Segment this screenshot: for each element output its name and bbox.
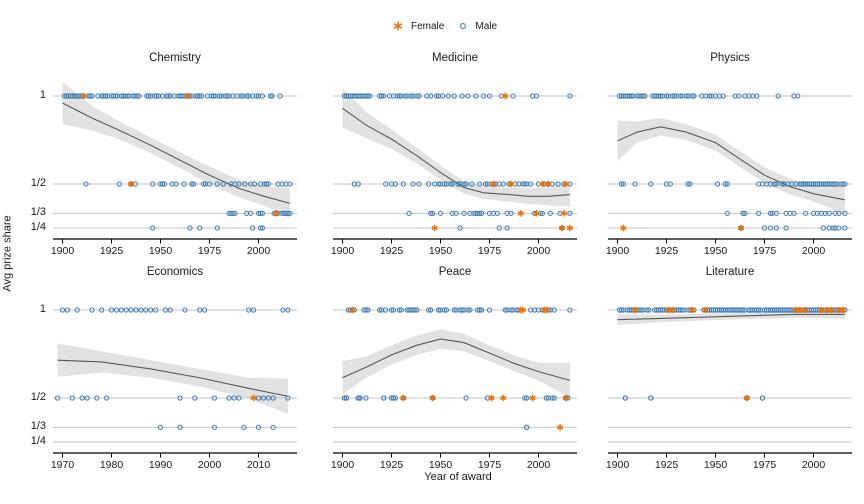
y-tick-label: 1/4: [30, 221, 46, 233]
x-tick-label: 1900: [51, 245, 75, 257]
x-tick-label: 1900: [606, 245, 630, 257]
female-points: [431, 92, 574, 232]
confidence-band: [342, 329, 570, 398]
legend: Female Male: [392, 20, 497, 32]
panel-peace: 1900 1925 1950 1975 2000 Peace: [331, 266, 577, 471]
x-tick-label: 1950: [704, 459, 728, 471]
female-asterisk-icon: [393, 21, 403, 31]
y-tick-label: 1/3: [30, 206, 46, 219]
female-points: [250, 394, 257, 402]
x-tick-label: 1925: [380, 459, 404, 471]
panel-medicine: 1900 1925 1950 1975 2000 Medicine: [331, 52, 577, 257]
panel-title: Economics: [147, 266, 203, 278]
panel-title: Literature: [706, 266, 755, 278]
x-tick-label: 1900: [331, 245, 355, 257]
x-tick-label: 1925: [100, 245, 124, 257]
x-tick-label: 1900: [331, 459, 355, 471]
x-tick-label: 1925: [380, 245, 404, 257]
trend-line: [57, 359, 289, 397]
male-points: [61, 93, 293, 231]
x-tick-label: 1925: [655, 245, 679, 257]
x-tick-label: 2000: [527, 245, 551, 257]
panel-physics: 1900 1925 1950 1975 2000 Physics: [606, 52, 852, 257]
confidence-band: [342, 88, 570, 207]
legend-label-male: Male: [475, 20, 498, 32]
legend-label-female: Female: [411, 20, 445, 32]
x-tick-label: 1990: [149, 459, 173, 471]
x-tick-label: 2010: [247, 459, 271, 471]
panel-title: Peace: [439, 266, 472, 278]
x-tick-label: 1975: [478, 459, 502, 471]
x-tick-label: 1980: [100, 459, 124, 471]
x-tick-label: 2000: [802, 459, 826, 471]
trend-line: [617, 126, 845, 201]
female-points: [631, 306, 847, 402]
x-tick-label: 1950: [429, 459, 453, 471]
confidence-band: [617, 309, 845, 325]
x-tick-label: 1975: [753, 245, 777, 257]
confidence-band: [57, 343, 288, 414]
panel-title: Medicine: [432, 52, 478, 64]
panel-economics: 1970 1980 1990 2000 2010 Economics: [51, 266, 297, 471]
male-points: [341, 307, 573, 430]
x-tick-label: 1950: [429, 245, 453, 257]
y-tick-label: 1/3: [30, 420, 46, 433]
x-tick-label: 2000: [198, 459, 222, 471]
legend-item-female: Female: [392, 20, 444, 32]
x-tick-label: 1975: [478, 245, 502, 257]
y-tick-label: 1: [39, 303, 46, 315]
x-tick-label: 1970: [51, 459, 75, 471]
female-points: [80, 92, 280, 217]
male-points: [616, 93, 848, 231]
x-tick-label: 1950: [149, 245, 173, 257]
male-points: [55, 307, 291, 430]
panel-chemistry: 1900 1925 1950 1975 2000 Chemistry: [51, 52, 297, 257]
trend-line: [62, 102, 291, 204]
male-points: [341, 93, 573, 231]
male-circle-icon: [460, 23, 467, 29]
legend-item-male: Male: [458, 21, 497, 32]
female-points: [620, 224, 745, 232]
x-axis-title: Year of award: [424, 471, 492, 483]
trend-line: [342, 107, 570, 197]
x-tick-label: 2000: [527, 459, 551, 471]
x-tick-label: 2000: [247, 245, 271, 257]
x-tick-label: 1975: [753, 459, 777, 471]
y-tick-label: 1/4: [30, 435, 46, 447]
trend-line: [342, 338, 571, 381]
x-tick-label: 1925: [655, 459, 679, 471]
panel-title: Chemistry: [149, 52, 201, 64]
y-tick-label: 1/2: [30, 177, 46, 189]
x-tick-label: 1975: [198, 245, 222, 257]
female-points: [349, 306, 570, 431]
y-axis-title: Avg prize share: [1, 215, 14, 292]
x-tick-label: 1950: [704, 245, 728, 257]
x-tick-label: 1900: [606, 459, 630, 471]
panel-literature: 1900 1925 1950 1975 2000 Literature: [606, 266, 852, 471]
confidence-band: [62, 81, 290, 219]
y-tick-label: 1: [39, 89, 46, 101]
y-tick-label: 1/2: [30, 391, 46, 403]
x-tick-label: 2000: [802, 245, 826, 257]
panel-title: Physics: [710, 52, 750, 64]
trend-line: [617, 313, 845, 321]
confidence-band: [617, 118, 845, 214]
